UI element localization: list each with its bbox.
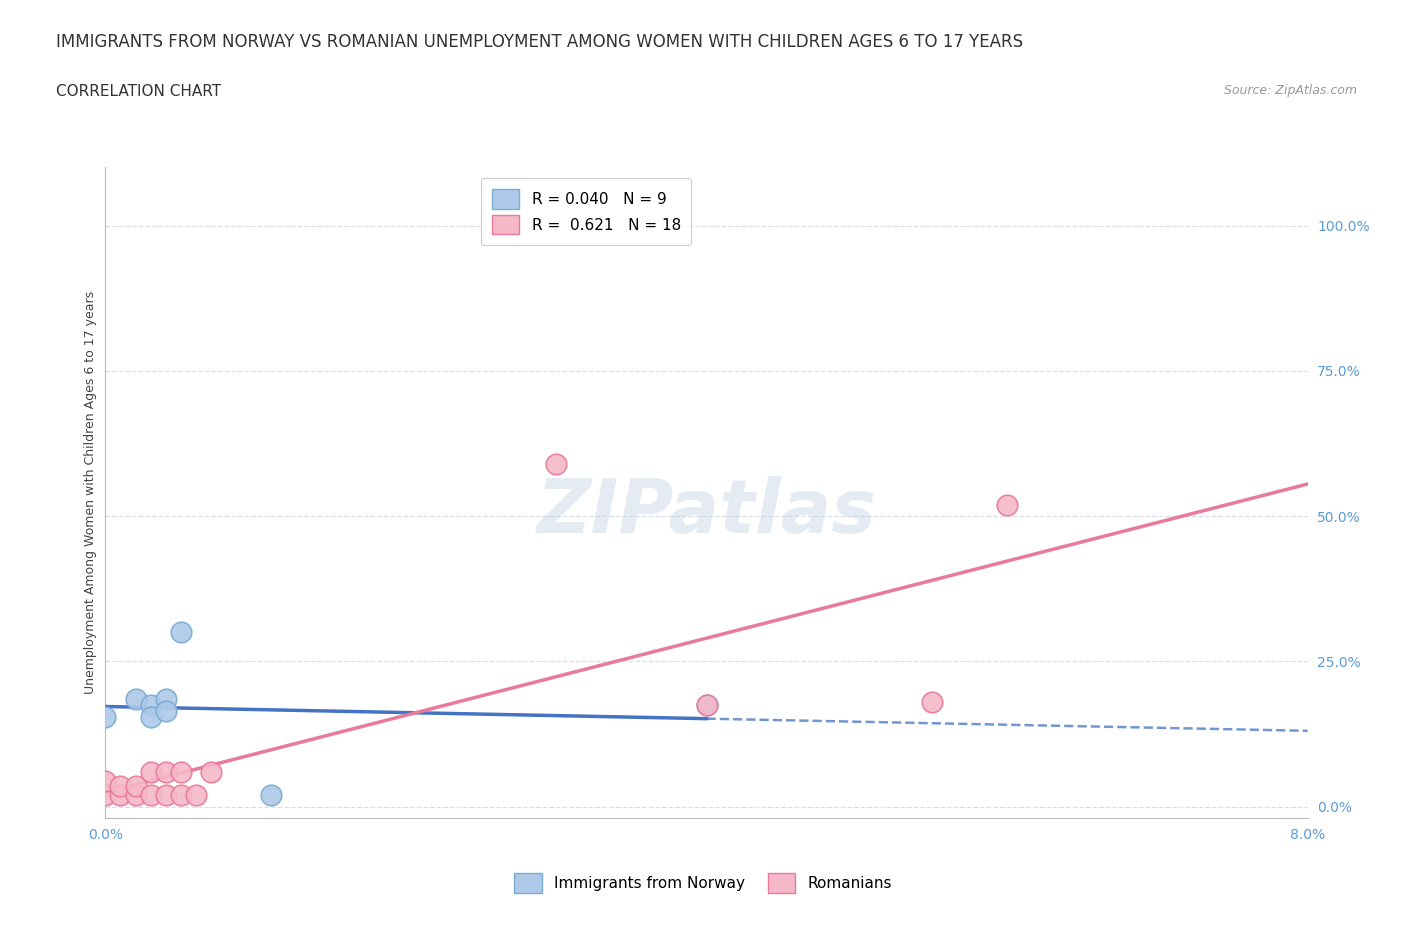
Point <box>995 498 1018 512</box>
Point <box>169 764 191 779</box>
Point <box>200 764 222 779</box>
Point <box>139 764 162 779</box>
Point <box>94 788 117 803</box>
Point <box>124 788 146 803</box>
Point <box>110 788 132 803</box>
Point <box>169 625 191 640</box>
Text: Source: ZipAtlas.com: Source: ZipAtlas.com <box>1223 84 1357 97</box>
Point <box>184 788 207 803</box>
Legend: R = 0.040   N = 9, R =  0.621   N = 18: R = 0.040 N = 9, R = 0.621 N = 18 <box>481 179 692 246</box>
Point <box>94 710 117 724</box>
Point <box>94 773 117 788</box>
Point <box>124 779 146 794</box>
Text: CORRELATION CHART: CORRELATION CHART <box>56 84 221 99</box>
Point <box>169 788 191 803</box>
Point <box>110 779 132 794</box>
Point <box>155 788 177 803</box>
Y-axis label: Unemployment Among Women with Children Ages 6 to 17 years: Unemployment Among Women with Children A… <box>84 291 97 695</box>
Point <box>696 698 718 712</box>
Text: IMMIGRANTS FROM NORWAY VS ROMANIAN UNEMPLOYMENT AMONG WOMEN WITH CHILDREN AGES 6: IMMIGRANTS FROM NORWAY VS ROMANIAN UNEMP… <box>56 33 1024 50</box>
Point <box>260 788 283 803</box>
Point <box>139 698 162 712</box>
Point <box>139 710 162 724</box>
Point <box>155 692 177 707</box>
Point <box>155 703 177 718</box>
Point <box>124 692 146 707</box>
Legend: Immigrants from Norway, Romanians: Immigrants from Norway, Romanians <box>508 868 898 899</box>
Text: ZIPatlas: ZIPatlas <box>537 476 876 549</box>
Point <box>921 695 943 710</box>
Point <box>696 698 718 712</box>
Point <box>546 457 568 472</box>
Point <box>155 764 177 779</box>
Point <box>139 788 162 803</box>
